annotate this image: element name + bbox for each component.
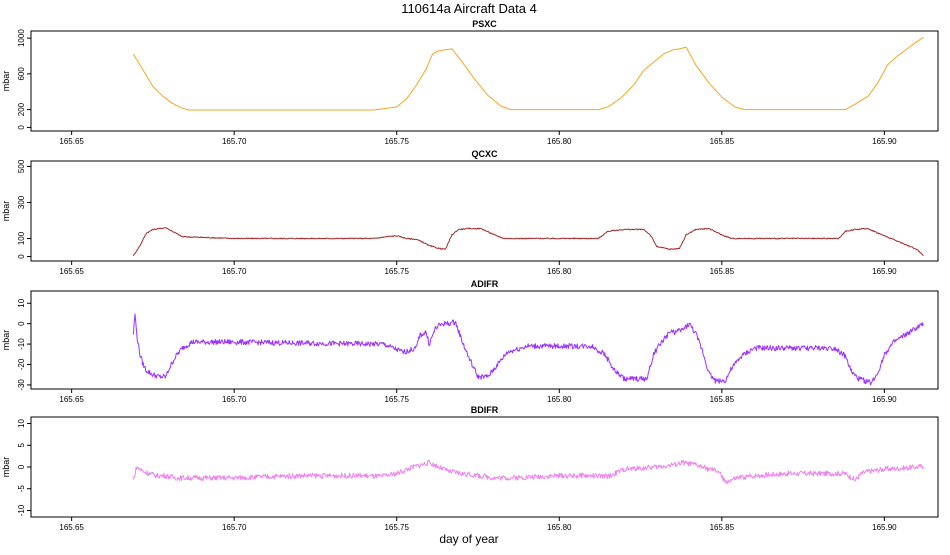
x-tick-label: 165.90 — [872, 523, 897, 532]
x-tick-label: 165.90 — [872, 267, 897, 276]
x-tick-label: 165.75 — [384, 137, 409, 146]
x-tick-label: 165.80 — [547, 395, 572, 404]
x-tick-label: 165.85 — [710, 523, 735, 532]
plot-frame — [30, 160, 939, 262]
y-tick-label: 10 — [17, 298, 26, 307]
y-axis-label: mbar — [1, 71, 11, 92]
y-tick-label: 100 — [17, 231, 26, 245]
x-tick-label: 165.65 — [59, 395, 84, 404]
x-tick-label: 165.85 — [710, 137, 735, 146]
x-tick-label: 165.80 — [547, 267, 572, 276]
panel-title: QCXC — [471, 149, 498, 159]
y-tick-label: 0 — [17, 125, 26, 130]
x-tick-label: 165.90 — [872, 395, 897, 404]
plot-frame — [30, 30, 939, 132]
y-tick-label: 10 — [17, 419, 26, 428]
series-line — [132, 227, 924, 257]
y-axis-label: mbar — [1, 457, 11, 478]
panel-bdifr: BDIFR mbar 165.65 165.70 165.75 165.80 165.85 1… — [1, 405, 939, 532]
series-line — [132, 36, 924, 111]
x-tick-label: 165.80 — [547, 137, 572, 146]
y-tick-label: -10 — [17, 504, 26, 516]
y-tick-label: 500 — [17, 159, 26, 173]
y-tick-label: 600 — [17, 67, 26, 81]
x-tick-label: 165.65 — [59, 137, 84, 146]
panel-psxc: PSXC mbar 165.65 165.70 165.75 165.80 165.85 16… — [1, 19, 939, 146]
x-tick-label: 165.85 — [710, 267, 735, 276]
x-tick-label: 165.70 — [222, 395, 247, 404]
x-tick-label: 165.70 — [222, 267, 247, 276]
series-line — [132, 313, 924, 386]
x-tick-label: 165.75 — [384, 267, 409, 276]
x-tick-label: 165.90 — [872, 137, 897, 146]
panel-title: ADIFR — [471, 279, 499, 289]
y-tick-label: 1000 — [17, 29, 26, 47]
plot-frame — [30, 290, 939, 390]
series-line — [132, 459, 924, 485]
x-tick-label: 165.85 — [710, 395, 735, 404]
x-tick-label: 165.75 — [384, 523, 409, 532]
panel-adifr: ADIFR mbar 165.65 165.70 165.75 165.80 165.85 1… — [1, 279, 939, 404]
y-tick-label: 0 — [17, 254, 26, 259]
x-tick-label: 165.75 — [384, 395, 409, 404]
y-axis-label: mbar — [1, 330, 11, 351]
panel-qcxc: QCXC mbar 165.65 165.70 165.75 165.80 165.85 16… — [1, 149, 939, 276]
plot-frame — [30, 416, 939, 518]
x-axis-label: day of year — [439, 532, 498, 546]
x-tick-label: 165.65 — [59, 523, 84, 532]
panel-title: PSXC — [472, 19, 497, 29]
x-tick-label: 165.65 — [59, 267, 84, 276]
x-tick-label: 165.70 — [222, 523, 247, 532]
y-tick-label: 0 — [17, 464, 26, 469]
y-tick-label: -20 — [17, 358, 26, 370]
y-tick-label: -5 — [17, 485, 26, 493]
panel-title: BDIFR — [471, 405, 499, 415]
y-tick-label: 5 — [17, 442, 26, 447]
y-tick-label: -30 — [17, 379, 26, 391]
y-tick-label: 200 — [17, 102, 26, 116]
y-tick-label: 300 — [17, 195, 26, 209]
y-tick-label: 0 — [17, 321, 26, 326]
y-axis-label: mbar — [1, 201, 11, 222]
figure-title: 110614a Aircraft Data 4 — [401, 1, 537, 16]
x-tick-label: 165.80 — [547, 523, 572, 532]
x-tick-label: 165.70 — [222, 137, 247, 146]
y-tick-label: -10 — [17, 338, 26, 350]
